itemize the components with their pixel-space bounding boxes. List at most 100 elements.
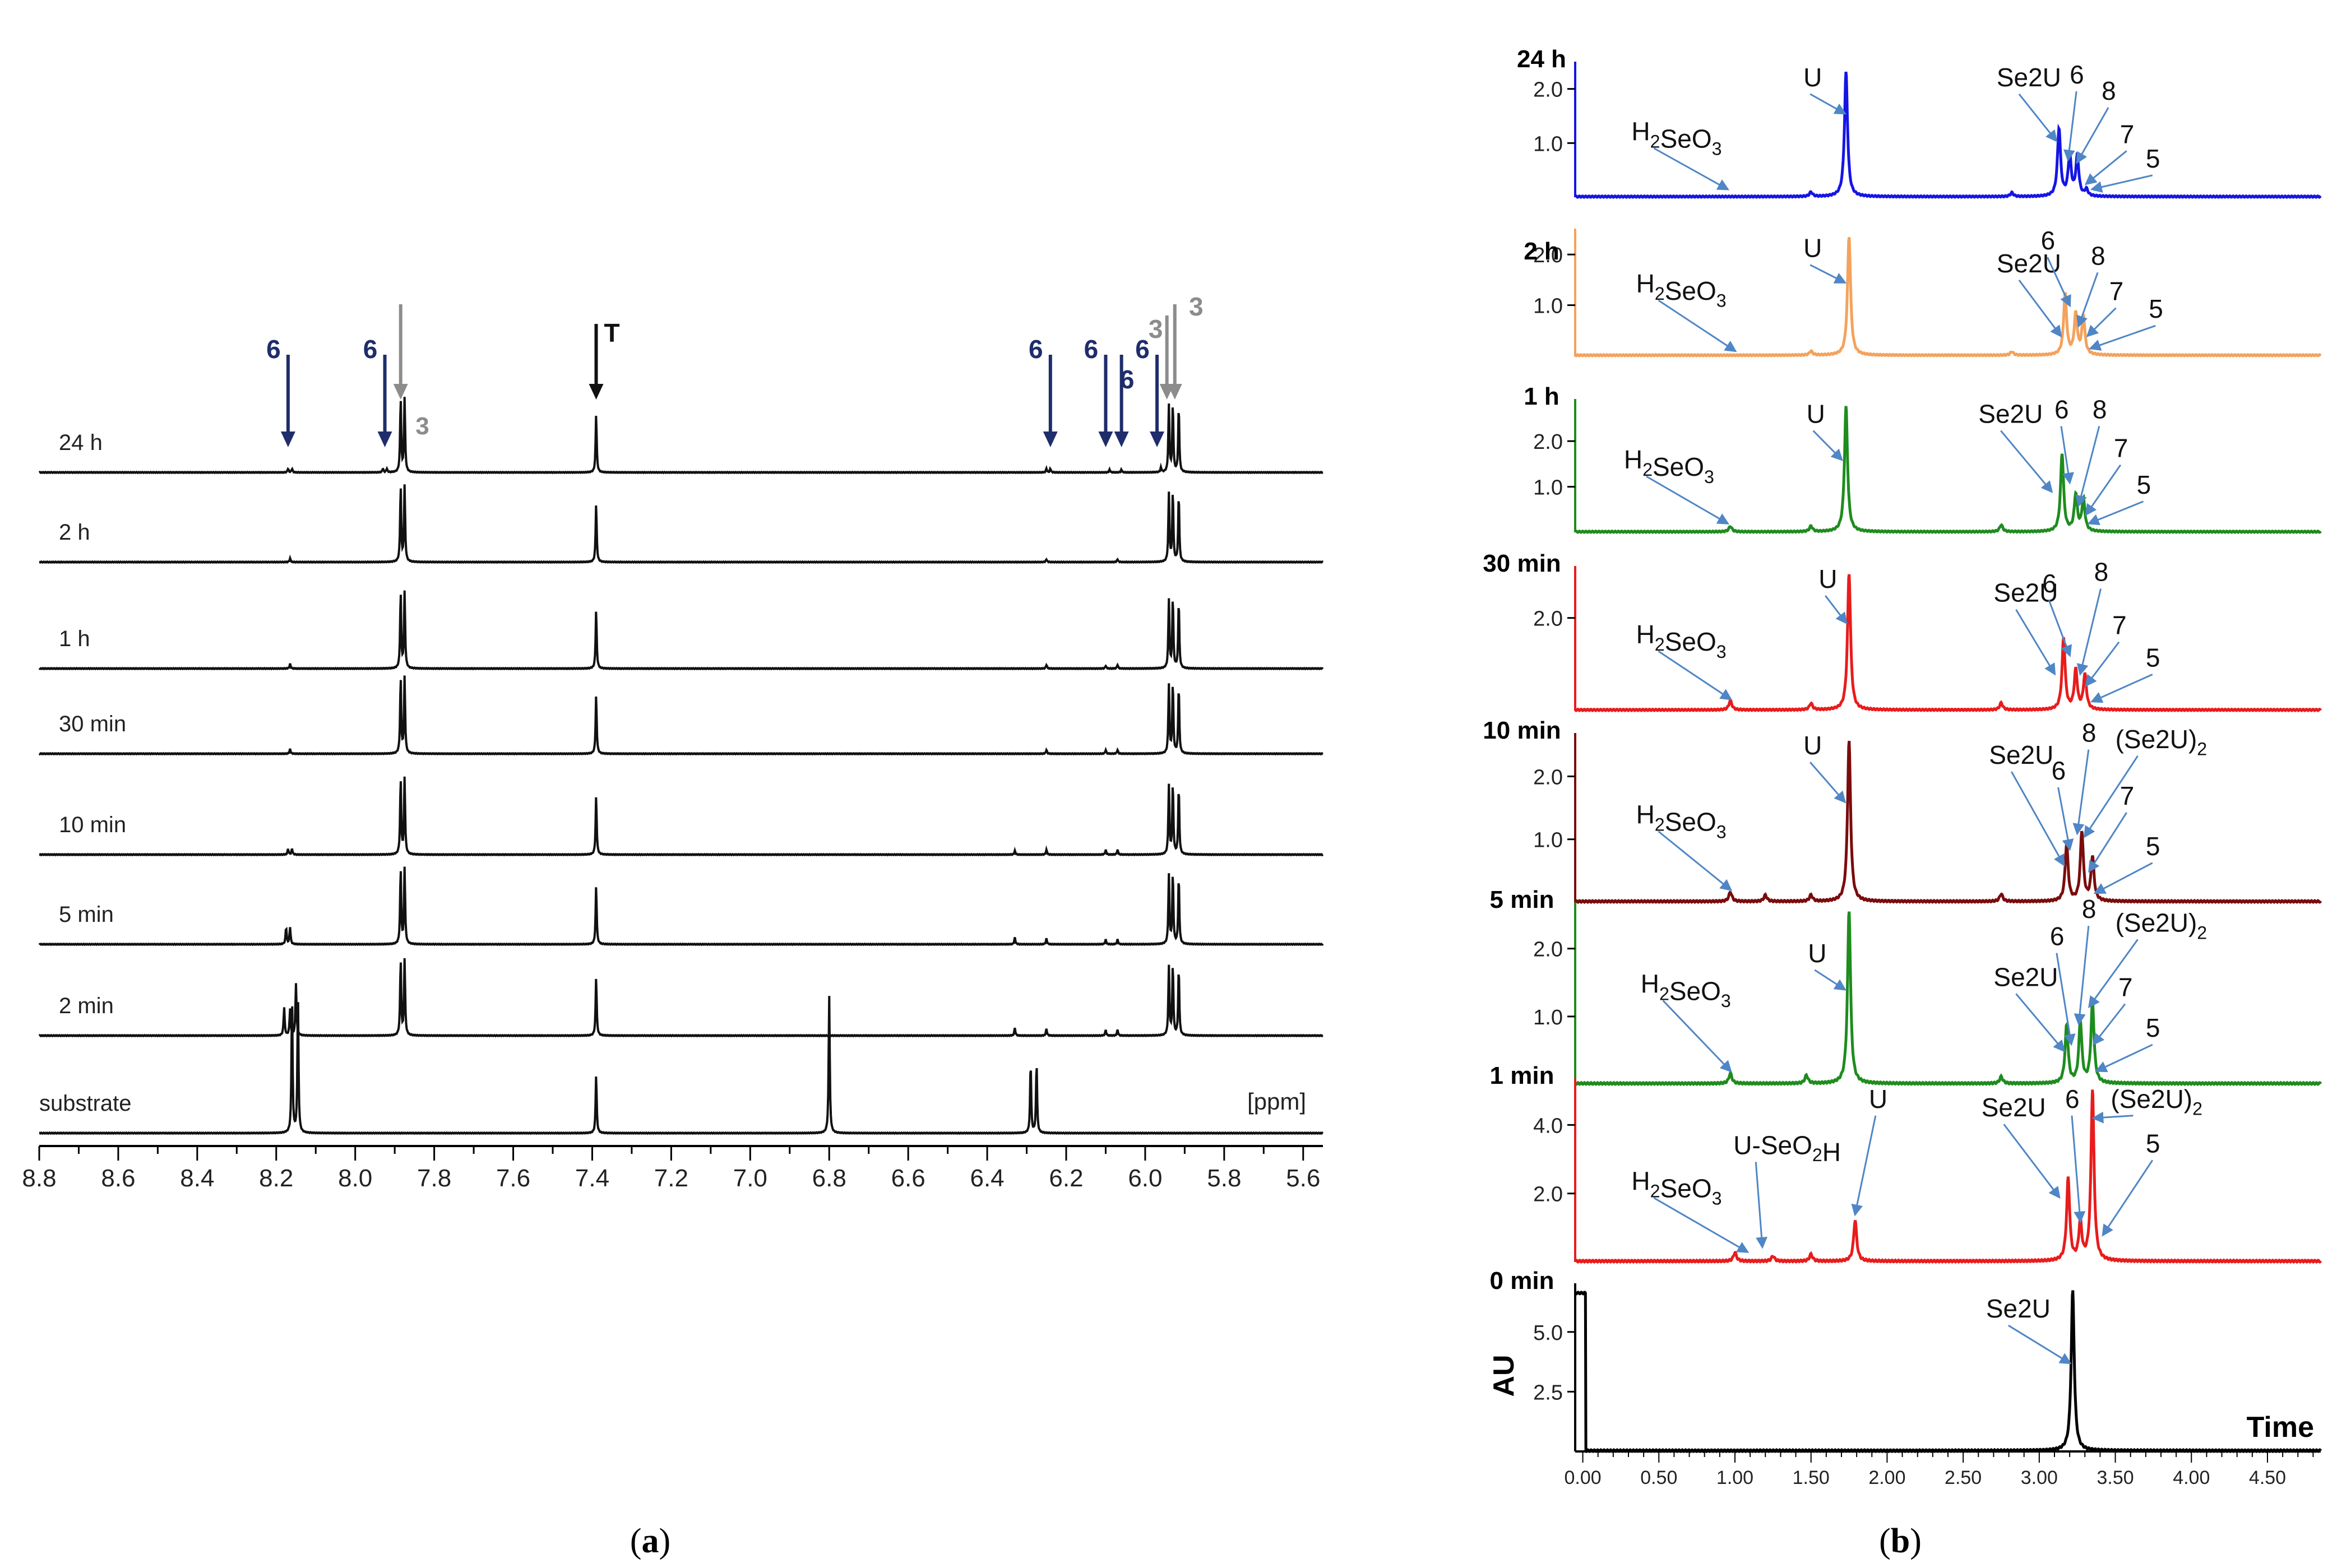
chrom-peak-label: U xyxy=(1818,564,1837,593)
nmr-trace-label: 30 min xyxy=(59,712,126,736)
nmr-trace-label: substrate xyxy=(39,1091,132,1116)
chrom-peak-label: 6 xyxy=(2054,395,2069,424)
nmr-x-tick-label: 8.0 xyxy=(338,1165,372,1192)
label-text-part: 5 xyxy=(2149,294,2163,323)
label-text-part: 8 xyxy=(2102,76,2116,105)
label-text-part: U xyxy=(1869,1084,1887,1114)
chrom-annotation-arrow xyxy=(2102,1159,2154,1237)
chrom-y-tick-label: 2.5 xyxy=(1533,1381,1563,1404)
nmr-trace-3 xyxy=(38,675,1323,756)
chrom-peak-label: H2SeO3 xyxy=(1624,445,1714,487)
chrom-annotation-arrow xyxy=(1809,762,1846,804)
label-text-part: 8 xyxy=(2082,894,2097,924)
chrom-series-name: 30 min xyxy=(1483,550,1561,577)
label-text-part: 6 xyxy=(2070,60,2084,89)
chrom-annotation-arrow xyxy=(2095,1043,2153,1073)
chrom-annotation-arrow xyxy=(1755,1162,1768,1249)
label-text-part: Se2U xyxy=(1993,578,2058,607)
chrom-annotation-arrow xyxy=(2056,953,2076,1046)
marker-6-head xyxy=(377,432,392,447)
nmr-x-axis-label: [ppm] xyxy=(1247,1088,1306,1115)
nmr-x-tick-label: 7.6 xyxy=(496,1165,530,1192)
nmr-x-tick-label: 5.6 xyxy=(1286,1165,1320,1192)
chrom-y-tick-label: 1.0 xyxy=(1533,1006,1563,1029)
chrom-y-tick-label: 2.0 xyxy=(1533,1183,1563,1207)
nmr-trace-1 xyxy=(39,484,1324,564)
panel-label-a-letter: a xyxy=(642,1522,659,1560)
marker-6-head xyxy=(1150,432,1165,447)
chrom-trace xyxy=(1573,1290,2322,1454)
chrom-peak-label: U xyxy=(1869,1084,1887,1114)
marker-6-head xyxy=(1114,432,1129,447)
chrom-peak-label: 8 xyxy=(2082,894,2097,924)
label-text-part: Se2U xyxy=(1978,400,2043,429)
nmr-x-tick-label: 6.0 xyxy=(1128,1165,1162,1192)
label-text-part: U-SeO xyxy=(1733,1130,1812,1159)
chrom-peak-label: H2SeO3 xyxy=(1636,620,1727,662)
nmr-x-tick-label: 6.6 xyxy=(891,1165,925,1192)
chrom-annotation-arrow xyxy=(1658,650,1733,701)
label-text-part: 7 xyxy=(2120,781,2135,810)
chrom-x-tick-label: 3.00 xyxy=(2021,1467,2058,1488)
marker-6-label: 6 xyxy=(266,335,281,364)
label-text-part: 8 xyxy=(2093,395,2107,424)
label-text-part: H xyxy=(1636,269,1655,298)
label-text-part: Se2U xyxy=(1993,962,2058,991)
nmr-trace-label: 10 min xyxy=(59,813,126,837)
chrom-peak-label: H2SeO3 xyxy=(1641,969,1731,1011)
chrom-annotation-arrow xyxy=(2015,993,2065,1052)
label-text-part: 5 xyxy=(2146,643,2160,672)
chrom-y-tick-label: 1.0 xyxy=(1533,476,1563,500)
chrom-peak-label: U xyxy=(1808,939,1826,968)
nmr-x-tick-label: 7.0 xyxy=(733,1165,767,1192)
chrom-peak-label: 8 xyxy=(2093,395,2107,424)
chrom-y-tick-label: 2.0 xyxy=(1533,78,1563,102)
chrom-annotation-arrow xyxy=(2088,812,2127,873)
panel-label-a: (a) xyxy=(630,1522,670,1560)
label-text-part: 5 xyxy=(2146,1129,2160,1158)
label-text-part: U xyxy=(1818,564,1837,593)
chrom-peak-label: Se2U xyxy=(1986,1294,2051,1323)
label-text-part: Se2U xyxy=(1986,1294,2051,1323)
nmr-trace-label: 1 h xyxy=(59,627,90,651)
chrom-peak-label: 7 xyxy=(2118,973,2133,1002)
chrom-annotation-arrow xyxy=(2071,1115,2086,1223)
label-subscript: 2 xyxy=(1650,131,1660,151)
label-subscript: 2 xyxy=(2197,739,2207,759)
chrom-y-tick-label: 2.0 xyxy=(1533,938,1563,962)
chrom-peak-label: 5 xyxy=(2149,294,2163,323)
label-text-part: SeO xyxy=(1669,976,1721,1005)
chrom-peak-label: Se2U xyxy=(1989,740,2053,769)
label-text-part: H xyxy=(1822,1138,1841,1167)
chrom-peak-label: 5 xyxy=(2146,832,2160,861)
chrom-peak-label: 6 xyxy=(2041,226,2056,255)
label-text-part: 5 xyxy=(2146,832,2160,861)
chrom-annotation-arrow xyxy=(2090,174,2153,193)
marker-6-head xyxy=(1043,432,1058,447)
nmr-trace-label: 5 min xyxy=(59,902,114,927)
panel-labels: (a) (b) xyxy=(630,1522,1922,1560)
nmr-x-tick-label: 8.6 xyxy=(101,1165,135,1192)
label-text-part: 8 xyxy=(2091,241,2105,270)
chrom-annotation-arrow xyxy=(1658,831,1733,892)
label-subscript: 2 xyxy=(1659,984,1669,1004)
chrom-series-name: 5 min xyxy=(1490,886,1554,913)
label-text-part: 7 xyxy=(2120,119,2135,149)
chrom-peak-label: 5 xyxy=(2146,643,2160,672)
chrom-annotation-arrow xyxy=(2076,588,2102,676)
chrom-annotation-arrow xyxy=(2047,257,2071,308)
label-text-part: H xyxy=(1631,1167,1650,1196)
chrom-peak-label: 7 xyxy=(2120,781,2135,810)
chrom-trace xyxy=(1574,236,2322,358)
label-text-part: 7 xyxy=(2109,277,2124,306)
panel-a-nmr-spectra: 24 h 2 h 1 h 30 min 10 min 5 min 2 min substrat… xyxy=(22,292,1324,1192)
label-subscript: 2 xyxy=(2192,1099,2202,1119)
chrom-peak-label: Se2U xyxy=(1982,1093,2046,1122)
chrom-y-tick-label: 1.0 xyxy=(1533,829,1563,852)
label-text-part: SeO xyxy=(1660,1173,1712,1203)
chrom-trace xyxy=(1573,911,2322,1087)
chrom-x-axis-label: Time xyxy=(2247,1411,2314,1444)
chrom-annotation-arrow xyxy=(2087,500,2144,526)
